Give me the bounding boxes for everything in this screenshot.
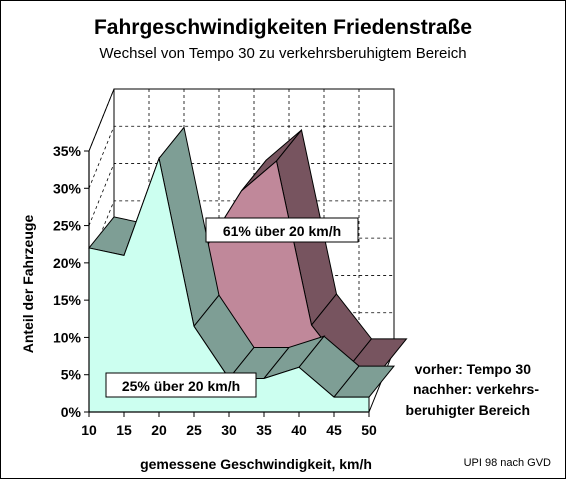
series-nachher [88,126,396,413]
y-tick-label: 15% [53,292,82,308]
annotation-text: 61% über 20 km/h [223,223,341,239]
x-tick-label: 20 [151,422,167,438]
x-tick-label: 25 [186,422,202,438]
x-tick-label: 35 [256,422,272,438]
legend-entry-nachher-cont: beruhigter Bereich [406,402,530,418]
legend-entry-vorher: vorher: Tempo 30 [415,361,532,377]
annotation-box [205,217,359,243]
x-tick-label: 10 [81,422,97,438]
y-tick-label: 30% [53,180,82,196]
y-tick-label: 25% [53,218,82,234]
x-tick-labels: 10 15 20 25 30 35 40 45 50 [81,412,377,438]
credit-text: UPI 98 nach GVD [464,457,551,469]
x-axis-label: gemessene Geschwindigkeit, km/h [140,456,372,472]
y-tick-label: 5% [61,367,82,383]
y-tick-label: 0% [61,404,82,420]
y-axis-label: Anteil der Fahrzeuge [20,215,36,354]
y-tick-label: 20% [53,255,82,271]
gridline-y [88,125,394,189]
legend-entry-nachher: nachher: verkehrs- [413,381,539,397]
annotation-nachher: 25% über 20 km/h [105,372,257,398]
gridline-y [88,88,394,152]
annotation-box [105,372,257,398]
x-tick-label: 30 [221,422,237,438]
annotation-vorher: 61% über 20 km/h [205,217,359,243]
y-tick-label: 10% [53,329,82,345]
y-tick-labels: 0% 5% 10% 15% 20% 25% 30% 35% [53,143,89,420]
x-tick-label: 45 [326,422,342,438]
y-tick-label: 35% [53,143,82,159]
annotation-text: 25% über 20 km/h [122,378,240,394]
x-tick-label: 40 [291,422,307,438]
chart-subtitle: Wechsel von Tempo 30 zu verkehrsberuhigt… [99,45,466,62]
x-tick-label: 50 [361,422,377,438]
chart-title: Fahrgeschwindigkeiten Friedenstraße [94,16,472,39]
x-tick-label: 15 [116,422,132,438]
